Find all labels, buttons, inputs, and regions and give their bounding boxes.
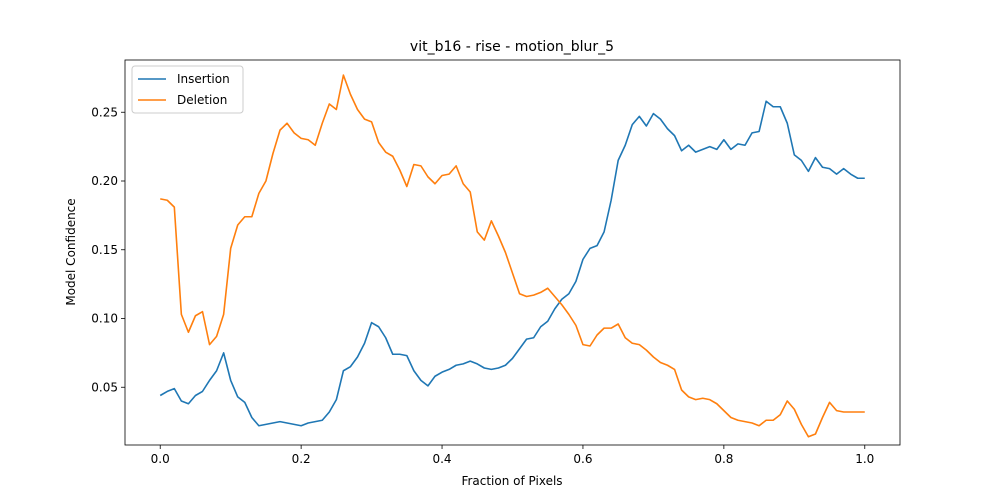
legend: Insertion Deletion <box>131 65 244 114</box>
x-axis: 0.0 0.2 0.4 0.6 0.8 1.0 <box>151 445 874 466</box>
y-tick-label: 0.05 <box>91 380 118 394</box>
x-axis-label: Fraction of Pixels <box>461 474 562 488</box>
x-tick-label: 0.8 <box>714 452 733 466</box>
series-line-insertion <box>159 100 865 427</box>
y-axis-label: Model Confidence <box>64 198 78 305</box>
legend-label: Insertion <box>177 72 230 86</box>
plot-area <box>124 59 901 446</box>
y-tick-label: 0.25 <box>91 105 118 119</box>
legend-label: Deletion <box>177 93 227 107</box>
series-lines <box>159 74 865 438</box>
chart-title: vit_b16 - rise - motion_blur_5 <box>410 39 614 55</box>
x-tick-label: 0.4 <box>432 452 451 466</box>
x-tick-label: 0.0 <box>151 452 170 466</box>
y-tick-label: 0.15 <box>91 243 118 257</box>
legend-box <box>131 65 244 114</box>
series-line-deletion <box>160 74 865 438</box>
x-tick-label: 0.2 <box>292 452 311 466</box>
y-tick-label: 0.20 <box>91 174 118 188</box>
x-tick-label: 0.6 <box>573 452 592 466</box>
y-tick-label: 0.10 <box>91 312 118 326</box>
y-axis: 0.05 0.10 0.15 0.20 0.25 <box>91 105 125 394</box>
x-tick-label: 1.0 <box>855 452 874 466</box>
